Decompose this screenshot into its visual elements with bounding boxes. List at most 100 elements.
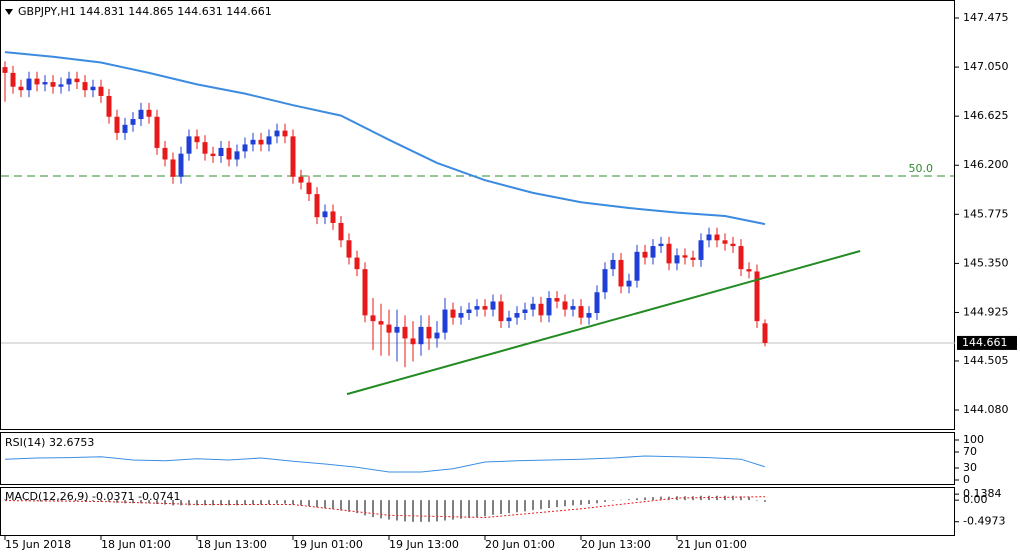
candle-body	[346, 240, 352, 258]
candle-body	[458, 313, 464, 318]
candle-body	[258, 139, 264, 145]
y-tick-label: 144.505	[963, 354, 1009, 367]
x-tick-label: 18 Jun 01:00	[101, 538, 171, 551]
candle-body	[626, 280, 632, 287]
candle-body	[674, 255, 680, 264]
x-tick-label: 21 Jun 01:00	[677, 538, 747, 551]
candle-body	[570, 306, 576, 310]
candle-body	[562, 301, 568, 310]
y-tick-label: 70	[963, 445, 977, 458]
candle-body	[202, 142, 208, 154]
candle-body	[282, 130, 288, 137]
candle-body	[210, 153, 216, 156]
candle-body	[386, 324, 392, 333]
candle-body	[234, 151, 240, 160]
candle-body	[218, 147, 224, 156]
candle-body	[442, 309, 448, 333]
candle-body	[74, 78, 80, 83]
y-tick-label: 145.350	[963, 256, 1009, 269]
candle-body	[162, 147, 168, 160]
candle-body	[226, 147, 232, 160]
y-tick-label: 100	[963, 433, 984, 446]
candle-body	[130, 119, 136, 125]
candle-body	[554, 298, 560, 302]
x-tick-label: 19 Jun 13:00	[389, 538, 459, 551]
candle-body	[370, 315, 376, 322]
candle-body	[26, 78, 32, 91]
rsi-title: RSI(14) 32.6753	[5, 436, 94, 449]
candle-body	[762, 323, 768, 343]
candle-body	[330, 211, 336, 223]
candle-body	[642, 251, 648, 258]
candle-body	[602, 269, 608, 293]
candle-body	[666, 243, 672, 264]
candle-body	[722, 240, 728, 244]
candle-body	[34, 78, 40, 85]
candle-body	[538, 303, 544, 316]
candle-body	[98, 86, 104, 96]
candle-body	[730, 243, 736, 247]
candle-body	[706, 234, 712, 241]
candle-body	[410, 338, 416, 345]
candle-body	[394, 326, 400, 333]
candle-body	[738, 246, 744, 270]
candle-body	[242, 144, 248, 152]
candle-body	[546, 298, 552, 316]
candle-body	[418, 326, 424, 345]
candle-body	[698, 240, 704, 260]
y-tick-label: 147.475	[963, 11, 1009, 24]
x-tick-label: 19 Jun 01:00	[293, 538, 363, 551]
x-tick-label: 20 Jun 13:00	[581, 538, 651, 551]
trend-line	[346, 250, 861, 396]
candle-body	[250, 139, 256, 145]
candle-body	[82, 82, 88, 91]
level-label: 50.0	[909, 162, 934, 175]
candle-body	[90, 86, 96, 91]
y-tick-label: 147.050	[963, 60, 1009, 73]
candle-body	[378, 321, 384, 325]
candle-body	[474, 306, 480, 310]
candle-body	[634, 251, 640, 281]
x-tick-label: 18 Jun 13:00	[197, 538, 267, 551]
candle-body	[402, 326, 408, 339]
candle-body	[138, 109, 144, 120]
macd-signal	[4, 496, 766, 519]
candle-body	[266, 136, 272, 145]
candle-body	[522, 309, 528, 314]
candle-body	[498, 301, 504, 322]
candle-body	[490, 301, 496, 310]
candle-body	[322, 211, 328, 218]
y-tick-label: 144.080	[963, 403, 1009, 416]
macd-title: MACD(12,26,9) -0.0371 -0.0741	[5, 490, 180, 503]
candle-body	[154, 116, 160, 148]
y-tick-label: 0	[963, 473, 970, 486]
candle-body	[186, 136, 192, 154]
candle-body	[514, 313, 520, 318]
candle-body	[594, 292, 600, 314]
rsi-line	[4, 455, 766, 473]
macd-pane	[0, 487, 955, 536]
y-tick-label: 144.925	[963, 305, 1009, 318]
candle-body	[338, 222, 344, 241]
rsi-pane	[0, 432, 955, 485]
x-tick-label: 20 Jun 01:00	[485, 538, 555, 551]
candle-body	[586, 313, 592, 318]
x-tick-label: 15 Jun 2018	[5, 538, 71, 551]
y-tick-label: 0.00	[963, 493, 988, 506]
candle-body	[290, 136, 296, 177]
candle-body	[306, 182, 312, 195]
y-tick-label: -0.4973	[963, 515, 1005, 528]
candle-body	[274, 130, 280, 137]
candle-body	[754, 271, 760, 322]
candle-body	[578, 306, 584, 318]
menu-arrow[interactable]	[5, 9, 13, 15]
candle-body	[690, 257, 696, 260]
candle-body	[618, 259, 624, 287]
candle-body	[18, 86, 24, 91]
y-tick-label: 0.1384	[963, 487, 1002, 500]
candle-body	[314, 194, 320, 218]
candle-body	[482, 306, 488, 310]
candle-body	[658, 243, 664, 247]
